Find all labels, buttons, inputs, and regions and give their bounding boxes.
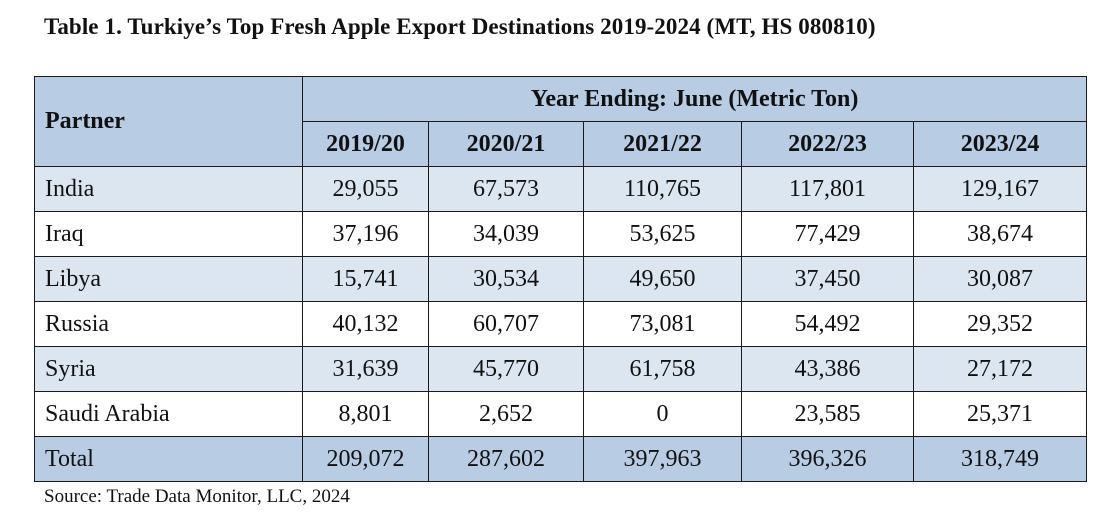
value-cell: 29,055	[302, 166, 429, 212]
value-cell: 40,132	[302, 301, 429, 347]
total-label: Total	[34, 436, 303, 482]
year-header: 2022/23	[741, 121, 914, 167]
value-cell: 73,081	[583, 301, 742, 347]
value-cell: 30,087	[912, 256, 1088, 302]
value-cell: 129,167	[912, 166, 1088, 212]
year-header: 2019/20	[302, 121, 429, 167]
year-group-header: Year Ending: June (Metric Ton)	[301, 76, 1088, 122]
partner-cell: Libya	[34, 256, 303, 302]
partner-cell: Iraq	[34, 211, 303, 257]
value-cell: 60,707	[428, 301, 584, 347]
total-value-cell: 396,326	[741, 436, 914, 482]
total-row: Total 209,072 287,602 397,963 396,326 31…	[34, 436, 1088, 482]
value-cell: 8,801	[302, 391, 429, 437]
value-cell: 117,801	[741, 166, 914, 212]
value-cell: 15,741	[302, 256, 429, 302]
value-cell: 25,371	[912, 391, 1088, 437]
partner-cell: Syria	[34, 346, 303, 392]
value-cell: 67,573	[428, 166, 584, 212]
value-cell: 34,039	[428, 211, 584, 257]
source-note: Source: Trade Data Monitor, LLC, 2024	[44, 486, 350, 507]
value-cell: 38,674	[912, 211, 1088, 257]
table-title: Table 1. Turkiye’s Top Fresh Apple Expor…	[44, 14, 876, 39]
value-cell: 29,352	[912, 301, 1088, 347]
year-header: 2020/21	[428, 121, 584, 167]
value-cell: 54,492	[741, 301, 914, 347]
value-cell: 53,625	[583, 211, 742, 257]
total-value-cell: 209,072	[302, 436, 429, 482]
total-value-cell: 318,749	[912, 436, 1088, 482]
value-cell: 77,429	[741, 211, 914, 257]
partner-cell: India	[34, 166, 303, 212]
value-cell: 110,765	[583, 166, 742, 212]
table-row: Iraq 37,196 34,039 53,625 77,429 38,674	[34, 211, 1088, 257]
year-header: 2023/24	[912, 121, 1088, 167]
value-cell: 31,639	[302, 346, 429, 392]
value-cell: 61,758	[583, 346, 742, 392]
value-cell: 23,585	[741, 391, 914, 437]
value-cell: 37,450	[741, 256, 914, 302]
partner-cell: Saudi Arabia	[34, 391, 303, 437]
value-cell: 0	[583, 391, 742, 437]
value-cell: 49,650	[583, 256, 742, 302]
value-cell: 37,196	[302, 211, 429, 257]
value-cell: 45,770	[428, 346, 584, 392]
export-table: Partner Year Ending: June (Metric Ton) 2…	[34, 76, 1088, 482]
header-row-years: 2019/20 2020/21 2021/22 2022/23 2023/24	[35, 121, 1088, 167]
year-header: 2021/22	[583, 121, 742, 167]
value-cell: 43,386	[741, 346, 914, 392]
total-value-cell: 397,963	[583, 436, 742, 482]
value-cell: 2,652	[428, 391, 584, 437]
table-row: Saudi Arabia 8,801 2,652 0 23,585 25,371	[34, 391, 1088, 437]
value-cell: 27,172	[912, 346, 1088, 392]
total-value-cell: 287,602	[428, 436, 584, 482]
partner-cell: Russia	[34, 301, 303, 347]
header-row-group: Partner Year Ending: June (Metric Ton)	[34, 76, 1088, 167]
table-row: India 29,055 67,573 110,765 117,801 129,…	[34, 166, 1088, 212]
table-row: Syria 31,639 45,770 61,758 43,386 27,172	[34, 346, 1088, 392]
table-row: Libya 15,741 30,534 49,650 37,450 30,087	[34, 256, 1088, 302]
table-row: Russia 40,132 60,707 73,081 54,492 29,35…	[34, 301, 1088, 347]
value-cell: 30,534	[428, 256, 584, 302]
partner-header: Partner	[34, 76, 303, 167]
